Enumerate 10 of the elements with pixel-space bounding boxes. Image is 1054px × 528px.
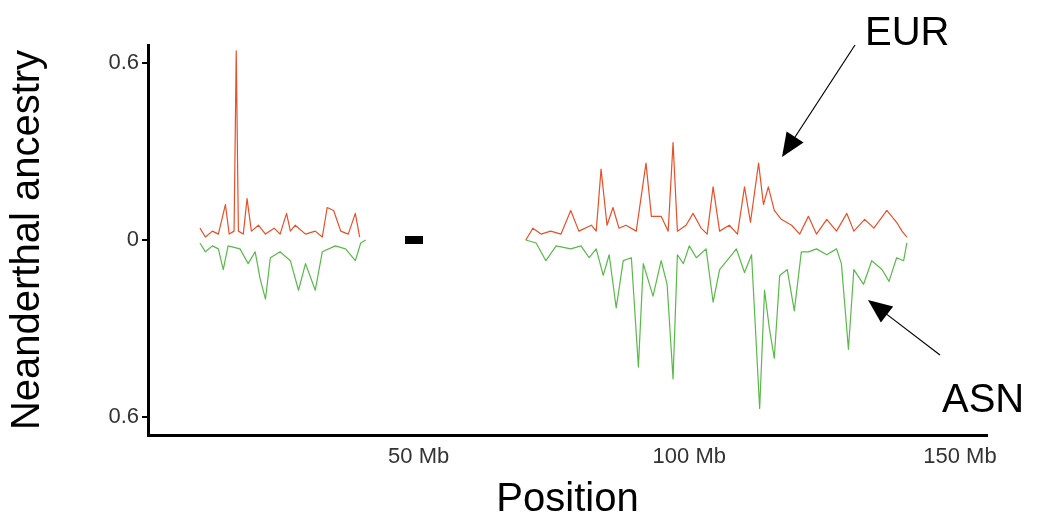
x-tick-label: 50 Mb [388, 443, 450, 469]
x-tick-label: 100 Mb [652, 443, 726, 469]
y-tick-label: 0.6 [108, 403, 139, 429]
y-axis-title: Neanderthal ancestry [3, 49, 48, 431]
y-tick-label: 0 [126, 226, 139, 252]
annotation: ASN [942, 375, 1025, 421]
x-axis-title: Position [496, 475, 639, 520]
annotation: EUR [865, 8, 950, 54]
x-tick-label: 150 Mb [923, 443, 997, 469]
y-tick-label: 0.6 [108, 48, 139, 74]
